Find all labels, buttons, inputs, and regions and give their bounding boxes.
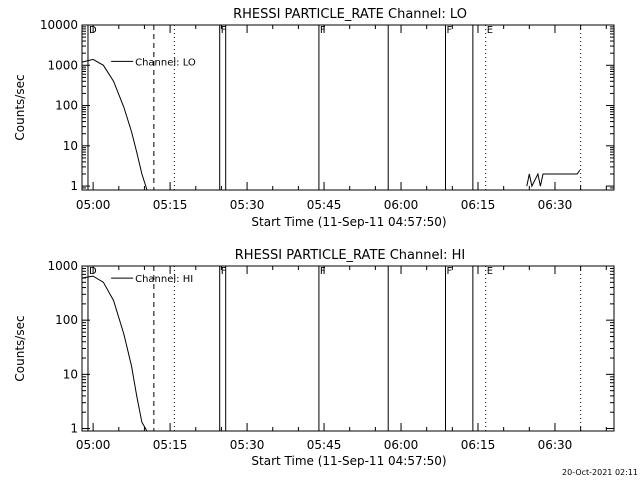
x-tick-label: 05:30 <box>230 198 265 212</box>
event-marker-label: F <box>221 266 227 277</box>
chart-panel-hi: RHESSI PARTICLE_RATE Channel: HI Start Ti… <box>13 248 615 468</box>
y-tick-label: 1 <box>70 179 78 193</box>
series-label: Channel: HI <box>135 274 193 285</box>
event-marker-label: F <box>320 25 326 36</box>
footer-timestamp: 20-Oct-2021 02:11 <box>562 468 638 477</box>
event-marker-label: F <box>320 266 326 277</box>
series-line <box>526 169 581 188</box>
y-tick-label: 10 <box>63 367 78 381</box>
y-tick-label: 1000 <box>47 58 78 72</box>
y-tick-label: 100 <box>55 99 78 113</box>
event-marker-label: D <box>89 25 97 36</box>
x-tick-label: 05:45 <box>307 438 342 452</box>
x-tick-label: 06:30 <box>538 438 573 452</box>
event-marker-label: F <box>221 25 227 36</box>
series-line <box>81 275 148 432</box>
x-tick-label: 05:15 <box>153 438 188 452</box>
x-tick-label: 06:00 <box>384 438 419 452</box>
chart-panel-lo: RHESSI PARTICLE_RATE Channel: LO Start Ti… <box>13 7 615 229</box>
y-tick-label: 1 <box>70 422 78 436</box>
event-marker-label: E <box>487 25 493 36</box>
chart-title: RHESSI PARTICLE_RATE Channel: HI <box>235 248 465 263</box>
chart-title: RHESSI PARTICLE_RATE Channel: LO <box>233 7 467 22</box>
x-tick-label: 06:15 <box>461 198 496 212</box>
series-label: Channel: LO <box>135 57 196 68</box>
y-tick-label: 1000 <box>47 259 78 273</box>
event-marker-label: D <box>89 266 97 277</box>
y-axis-label: Counts/sec <box>13 315 27 381</box>
event-marker-label: F <box>447 25 453 36</box>
x-tick-label: 06:30 <box>538 198 573 212</box>
x-axis-label: Start Time (11-Sep-11 04:57:50) <box>251 215 446 229</box>
x-tick-label: 05:00 <box>76 198 111 212</box>
y-tick-label: 100 <box>55 313 78 327</box>
x-tick-label: 06:15 <box>461 438 496 452</box>
series-line <box>81 58 148 191</box>
plot-frame <box>81 24 615 191</box>
event-marker-label: E <box>487 266 493 277</box>
x-tick-label: 05:30 <box>230 438 265 452</box>
x-tick-label: 05:45 <box>307 198 342 212</box>
y-tick-label: 10000 <box>40 18 78 32</box>
plot-frame <box>81 265 615 432</box>
x-tick-label: 05:00 <box>76 438 111 452</box>
x-tick-label: 06:00 <box>384 198 419 212</box>
y-axis-label: Counts/sec <box>13 74 27 140</box>
x-tick-label: 05:15 <box>153 198 188 212</box>
x-axis-label: Start Time (11-Sep-11 04:57:50) <box>251 454 446 468</box>
y-tick-label: 10 <box>63 139 78 153</box>
event-marker-label: F <box>447 266 453 277</box>
